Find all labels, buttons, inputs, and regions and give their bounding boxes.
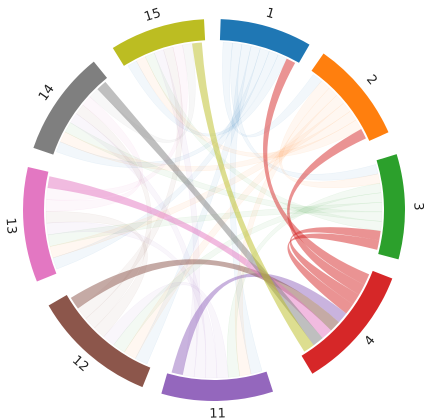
group-label-11: 11 <box>209 406 226 420</box>
group-label-1: 1 <box>264 6 276 23</box>
faint-chord-3-14 <box>64 122 383 222</box>
group-arc-4 <box>301 270 393 374</box>
chord-2-4-1 <box>287 129 366 295</box>
faint-chord-2-15 <box>136 56 362 158</box>
group-label-15: 15 <box>143 6 163 25</box>
group-label-14: 14 <box>36 82 58 104</box>
faint-chord-12-13 <box>45 211 148 338</box>
group-arc-1 <box>219 19 310 63</box>
faint-chord-1-12 <box>135 45 261 365</box>
group-arc-12 <box>48 295 151 388</box>
chord-13-4-6 <box>47 176 332 339</box>
faint-chord-2-12 <box>123 94 344 359</box>
group-arc-11 <box>161 371 274 401</box>
chord-12-4-5 <box>70 259 339 331</box>
group-arc-3 <box>376 154 405 260</box>
group-label-4: 4 <box>362 333 379 349</box>
faint-chord-13-14 <box>45 96 143 212</box>
faint-chord-1-2 <box>222 41 322 138</box>
faint-chord-3-13 <box>47 202 383 247</box>
faint-chord-1-15 <box>127 54 288 137</box>
group-label-2: 2 <box>363 72 380 88</box>
group-label-12: 12 <box>69 353 91 375</box>
group-arc-13 <box>23 167 57 282</box>
group-arc-2 <box>311 53 389 141</box>
faint-chord-1-3 <box>230 42 379 181</box>
group-arc-15 <box>112 19 206 66</box>
faint-chord-3-11 <box>227 182 382 378</box>
faint-chord-2-3 <box>279 80 381 189</box>
group-label-3: 3 <box>410 202 424 211</box>
faint-chord-11-12 <box>103 282 229 379</box>
faint-chord-1-14 <box>56 51 279 168</box>
faint-chord-1-13 <box>52 48 270 270</box>
group-label-13: 13 <box>3 217 19 235</box>
chord-3-4-3 <box>287 233 380 314</box>
group-arcs-layer <box>23 19 405 401</box>
highlighted-chords-layer <box>47 42 381 376</box>
group-arc-14 <box>33 61 108 155</box>
chord-3-4-2 <box>289 227 381 305</box>
faint-chord-1-11 <box>229 44 263 375</box>
faint-chord-2-14 <box>60 111 357 172</box>
faint-chord-3-15 <box>144 52 382 232</box>
faint-chord-11-14 <box>70 113 207 379</box>
faint-chord-2-11 <box>234 87 338 377</box>
faint-chord-3-12 <box>113 192 383 353</box>
chord-15-4-8 <box>192 42 314 352</box>
